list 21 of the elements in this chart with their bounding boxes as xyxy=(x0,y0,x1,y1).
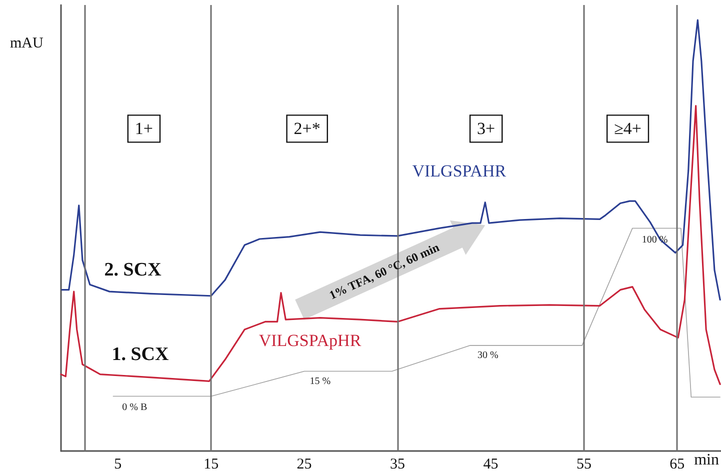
x-tick-label: 45 xyxy=(483,456,498,472)
annotation: 30 % xyxy=(478,350,498,361)
annotation: VILGSPApHR xyxy=(258,330,362,350)
x-axis-title: min xyxy=(694,452,719,468)
annotation: ≥4+ xyxy=(614,119,642,138)
annotation: 3+ xyxy=(477,119,496,138)
annotation: 1+ xyxy=(134,119,154,138)
x-tick-label: 5 xyxy=(114,456,122,472)
x-tick-label: 35 xyxy=(390,456,406,472)
annotation: 15 % xyxy=(310,376,331,387)
annotation: VILGSPAHR xyxy=(412,161,507,180)
x-tick-label: 55 xyxy=(576,456,592,472)
y-axis-title: mAU xyxy=(10,36,44,52)
annotation: 0 % B xyxy=(122,402,148,413)
annotation: 1% TFA, 60 °C, 60 min xyxy=(327,240,442,302)
annotation: 2+* xyxy=(294,119,320,138)
x-tick-label: 65 xyxy=(670,456,685,472)
x-tick-label: 15 xyxy=(204,456,219,472)
x-tick-label: 25 xyxy=(296,456,312,472)
series-label: 2. SCX xyxy=(104,260,162,281)
series-label: 1. SCX xyxy=(112,344,170,365)
